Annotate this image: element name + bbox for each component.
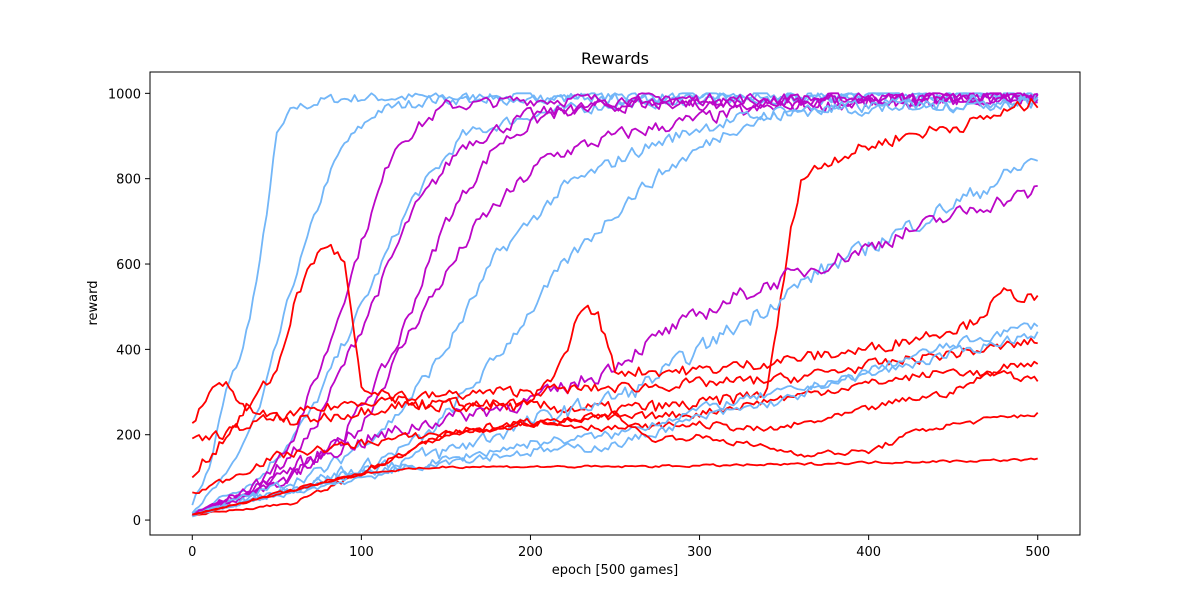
series-line-16 [191,360,1039,517]
x-tick-label: 500 [1025,545,1050,560]
y-tick-label: 600 [116,258,141,273]
series-line-6 [191,92,1038,516]
y-tick-label: 200 [116,429,141,444]
series-line-8 [192,94,1039,516]
y-tick-label: 800 [116,173,141,188]
series-layer [191,92,1039,518]
y-tick-label: 400 [116,343,141,358]
x-tick-label: 0 [188,545,196,560]
series-line-18 [192,331,1039,516]
y-axis-label: reward [86,280,101,325]
series-line-7 [192,92,1039,516]
y-tick-label: 0 [133,514,141,529]
series-line-9 [191,95,1038,517]
plot-frame [149,71,1081,536]
series-line-14 [191,337,1038,442]
x-axis-label: epoch [500 games] [552,563,678,578]
x-tick-label: 200 [518,545,543,560]
chart-title: Rewards [581,49,649,68]
y-tick-label: 1000 [108,87,141,102]
series-line-20 [192,457,1038,516]
series-line-15 [192,368,1039,494]
series-line-12 [191,185,1038,516]
x-tick-label: 400 [856,545,881,560]
x-tick-label: 300 [687,545,712,560]
series-line-4 [191,92,1038,517]
series-line-3 [191,92,1039,515]
series-line-13 [191,287,1039,426]
x-axis: 0 100 200 300 400 500 [188,535,1050,560]
series-line-2 [191,92,1039,514]
series-line-5 [191,92,1039,517]
x-tick-label: 100 [349,545,374,560]
y-axis: 0 200 400 600 800 1000 [108,87,150,529]
series-line-19 [192,410,1039,516]
